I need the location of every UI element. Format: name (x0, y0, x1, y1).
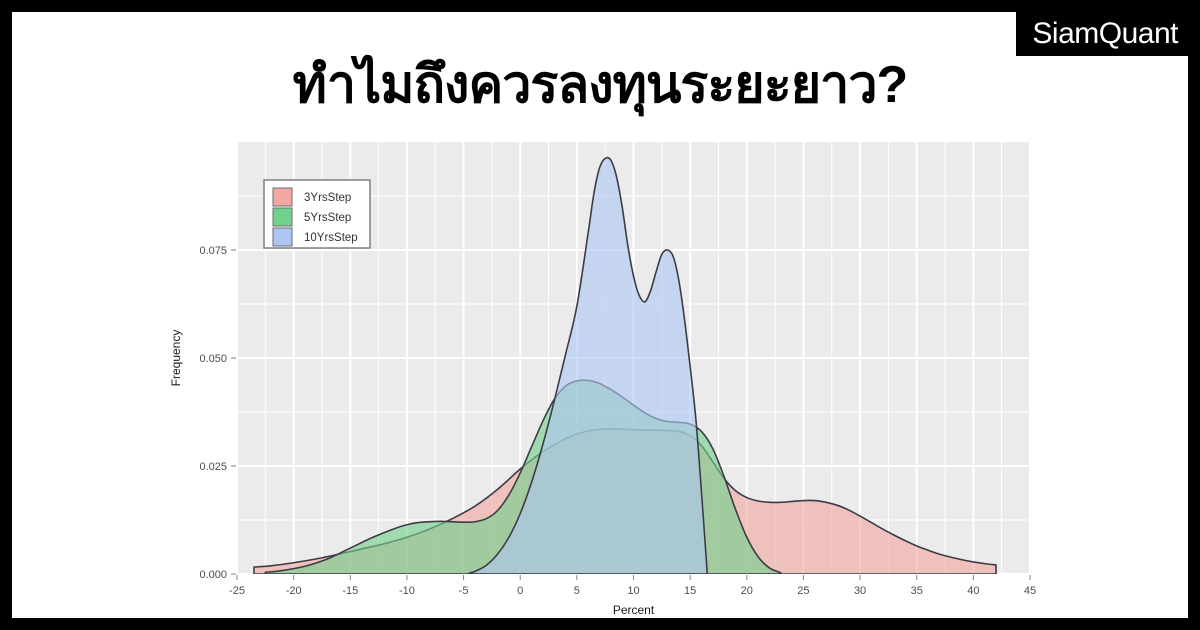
x-tick-label: 5 (574, 585, 580, 597)
slide-canvas: SiamQuant ทำไมถึงควรลงทุนระยะยาว? -25 -20… (12, 12, 1188, 618)
chart-svg: -25 -20 -15 -10 -5 0 5 10 15 20 25 30 35 40 45 0.000 0.0… (169, 142, 1036, 617)
page-title: ทำไมถึงควรลงทุนระยะยาว? (292, 56, 909, 114)
x-tick-label: 35 (911, 585, 923, 597)
y-tick-label: 0.050 (199, 353, 227, 365)
x-tick-label: -25 (229, 585, 245, 597)
x-tick-label: 20 (741, 585, 753, 597)
brand-name: SiamQuant (1032, 17, 1178, 50)
y-axis-title: Frequency (169, 330, 183, 387)
x-tick-label: 15 (684, 585, 696, 597)
x-tick-label: -5 (459, 585, 469, 597)
x-tick-label: 0 (517, 585, 523, 597)
y-tick-label: 0.075 (199, 245, 227, 257)
series-outline-10YrsStep (468, 156, 708, 574)
y-tick-label: 0.025 (199, 461, 227, 473)
legend-label-10YrsStep: 10YrsStep (304, 232, 358, 244)
x-tick-label: -15 (342, 585, 358, 597)
x-tick-label: 40 (967, 585, 979, 597)
legend-swatch-5YrsStep (272, 207, 293, 227)
x-axis-title: Percent (613, 603, 655, 617)
legend-swatch-10YrsStep (272, 227, 293, 247)
series-layer (253, 156, 997, 574)
x-tick-label: 45 (1024, 585, 1036, 597)
x-tick-label: -20 (286, 585, 302, 597)
x-tick-label: 25 (797, 585, 809, 597)
x-tick-label: 30 (854, 585, 866, 597)
legend-label-3YrsStep: 3YrsStep (304, 192, 351, 204)
x-tick-label: -10 (399, 585, 415, 597)
density-chart: -25 -20 -15 -10 -5 0 5 10 15 20 25 30 35 40 45 0.000 0.0… (12, 124, 1188, 618)
x-tick-label: 10 (627, 585, 639, 597)
series-area-10YrsStep (469, 157, 708, 574)
y-tick-label: 0.000 (199, 569, 227, 581)
chart-legend: 3YrsStep 5YrsStep 10YrsStep (263, 179, 371, 249)
siamquant-logo: SiamQuant (1016, 12, 1188, 56)
legend-swatch-3YrsStep (272, 187, 293, 207)
legend-label-5YrsStep: 5YrsStep (304, 212, 351, 224)
